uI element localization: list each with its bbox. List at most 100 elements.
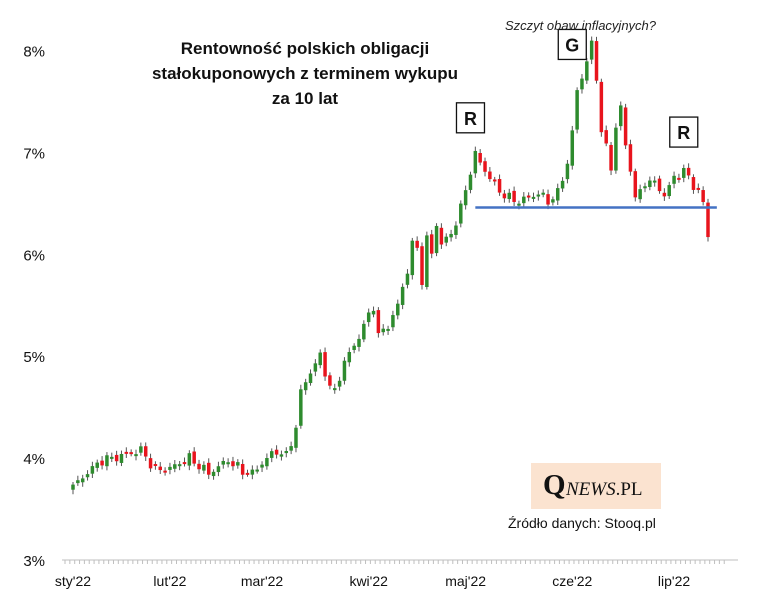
candle-body <box>502 193 507 199</box>
candle-body <box>662 192 667 197</box>
candle <box>594 36 599 84</box>
candle <box>386 325 390 335</box>
peak-annotation: Szczyt obaw inflacyjnych? <box>505 18 657 33</box>
candle <box>173 460 177 473</box>
candle-body <box>381 328 385 333</box>
y-axis-labels: 3% 4% 5% 6% 7% 8% <box>23 44 45 570</box>
candle <box>483 157 487 177</box>
pattern-marker-label: R <box>464 109 477 129</box>
candle-body <box>182 462 187 465</box>
candle-body <box>391 315 395 328</box>
candle-body <box>682 168 686 178</box>
candle-body <box>396 303 400 316</box>
candle-body <box>143 446 148 457</box>
pattern-marker-box <box>455 102 486 134</box>
candle <box>333 383 337 394</box>
candle-body <box>425 235 429 287</box>
candle <box>119 450 124 467</box>
candle <box>551 196 555 206</box>
candle-body <box>250 469 255 475</box>
candle <box>76 475 80 486</box>
candle <box>696 183 701 194</box>
pattern-marker: G <box>557 28 587 61</box>
candle-body <box>706 202 710 238</box>
candle <box>555 183 560 205</box>
candle-body <box>463 190 468 206</box>
candle-body <box>294 427 298 448</box>
candle <box>638 184 642 203</box>
candle-body <box>352 345 356 350</box>
candle-body <box>299 389 303 426</box>
candle-body <box>313 363 318 372</box>
candle <box>177 460 182 471</box>
candle-body <box>638 189 642 200</box>
candle <box>609 141 613 176</box>
candle-body <box>623 107 628 146</box>
candle-body <box>139 446 143 453</box>
candle <box>454 221 458 239</box>
candle <box>507 188 512 203</box>
pattern-marker: R <box>455 102 486 134</box>
candle <box>71 482 75 495</box>
candle-body <box>483 161 487 172</box>
candle-body <box>459 203 463 224</box>
candle <box>357 334 361 352</box>
candle-body <box>323 352 327 377</box>
candle-body <box>85 474 90 478</box>
candle <box>420 242 424 290</box>
x-tick-label: lut'22 <box>153 573 186 589</box>
y-tick-label: 3% <box>23 553 45 570</box>
candle-body <box>667 185 671 197</box>
candle-body <box>231 461 235 467</box>
candle-body <box>289 446 293 451</box>
candle-body <box>366 312 371 323</box>
candle <box>294 424 298 453</box>
candle <box>604 125 608 147</box>
candle-body <box>434 225 439 254</box>
candle-body <box>192 451 196 464</box>
candle-body <box>100 460 104 466</box>
candle-body <box>260 464 264 468</box>
candle <box>90 461 95 478</box>
x-tick-label: mar'22 <box>241 573 284 589</box>
candle-body <box>473 150 478 174</box>
candle <box>444 233 448 247</box>
candle <box>182 457 187 467</box>
candle <box>502 189 507 203</box>
candle <box>206 458 211 480</box>
candle-body <box>420 246 424 285</box>
candle <box>662 188 667 201</box>
candle <box>85 470 90 481</box>
chart-title-line: za 10 lat <box>271 89 339 108</box>
candle-body <box>531 196 536 199</box>
candle-body <box>468 174 473 190</box>
candle-body <box>488 171 492 180</box>
candle-body <box>522 196 526 204</box>
candle <box>570 125 575 170</box>
candle-body <box>95 462 99 468</box>
candle-body <box>376 310 381 334</box>
candle <box>105 452 109 471</box>
candle <box>575 87 579 134</box>
candle <box>701 186 705 206</box>
candle-body <box>240 463 245 475</box>
candle-body <box>585 61 589 81</box>
candle <box>463 185 468 210</box>
candle-body <box>105 455 109 467</box>
candle-body <box>648 180 652 188</box>
candle-body <box>114 454 119 462</box>
candle-body <box>492 179 497 182</box>
candle <box>439 223 444 249</box>
candle <box>599 78 604 137</box>
candle <box>677 173 681 183</box>
candle <box>129 449 133 457</box>
candle-body <box>274 449 279 455</box>
candle <box>274 445 279 459</box>
candle-body <box>672 175 676 184</box>
pattern-markers: R G R <box>455 28 699 148</box>
candle <box>405 269 410 289</box>
candle-body <box>541 192 545 195</box>
candle-body <box>551 199 555 203</box>
candle-body <box>526 195 531 198</box>
candle <box>289 441 293 455</box>
